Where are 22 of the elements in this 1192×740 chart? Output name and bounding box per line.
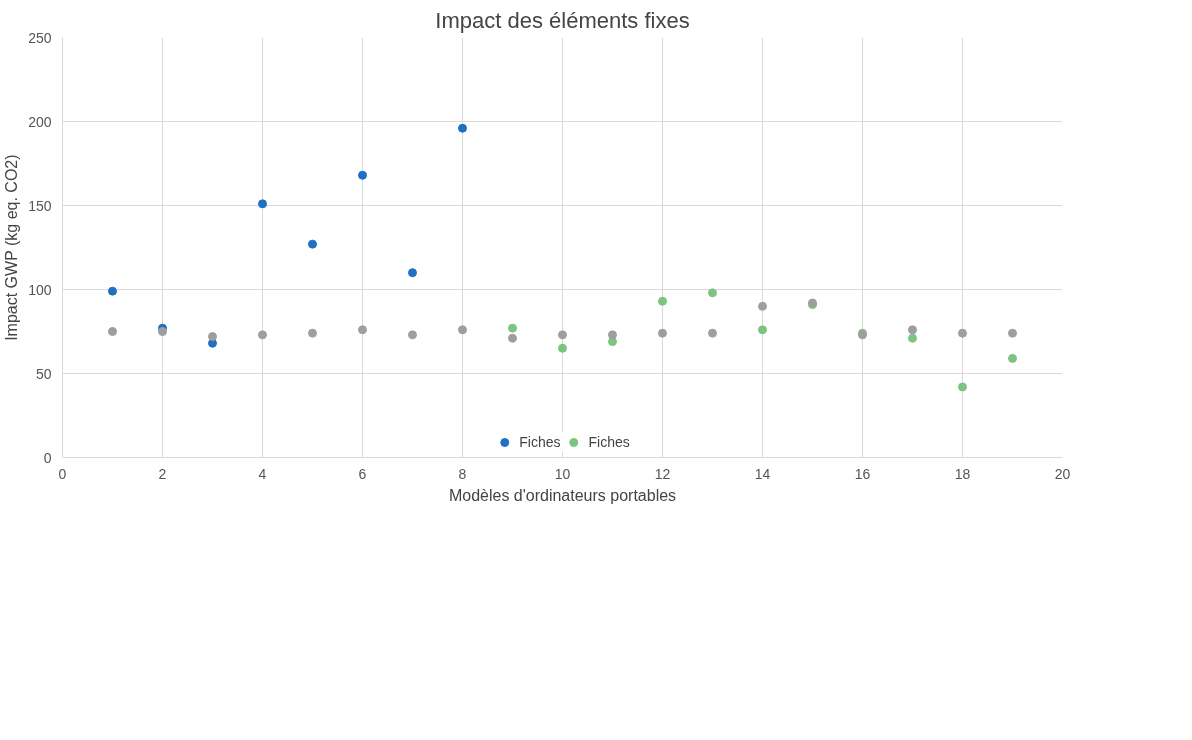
chart-title: Impact des éléments fixes bbox=[435, 7, 690, 33]
x-tick-label: 6 bbox=[358, 465, 367, 482]
y-tick-label: 150 bbox=[28, 197, 52, 214]
x-tick-label: 20 bbox=[1054, 465, 1071, 482]
x-tick-label: 0 bbox=[58, 465, 67, 482]
y-tick-label: 200 bbox=[28, 113, 52, 130]
x-tick-label: 18 bbox=[954, 465, 971, 482]
x-tick-label: 10 bbox=[554, 465, 571, 482]
x-axis-title: Modèles d'ordinateurs portables bbox=[448, 486, 677, 504]
y-tick-label: 50 bbox=[35, 365, 52, 382]
x-tick-label: 4 bbox=[258, 465, 267, 482]
legend-label: Fiches bbox=[588, 434, 630, 450]
y-tick-label: 250 bbox=[28, 29, 52, 46]
x-tick-label: 14 bbox=[754, 465, 771, 482]
x-tick-label: 2 bbox=[158, 465, 167, 482]
y-tick-label: 100 bbox=[28, 281, 52, 298]
legend-label: Fiches bbox=[519, 434, 561, 450]
x-tick-label: 12 bbox=[654, 465, 671, 482]
y-tick-label: 0 bbox=[43, 449, 52, 466]
x-tick-label: 8 bbox=[458, 465, 467, 482]
y-axis-title: Impact GWP (kg eq. CO2) bbox=[3, 154, 21, 341]
x-tick-label: 16 bbox=[854, 465, 871, 482]
